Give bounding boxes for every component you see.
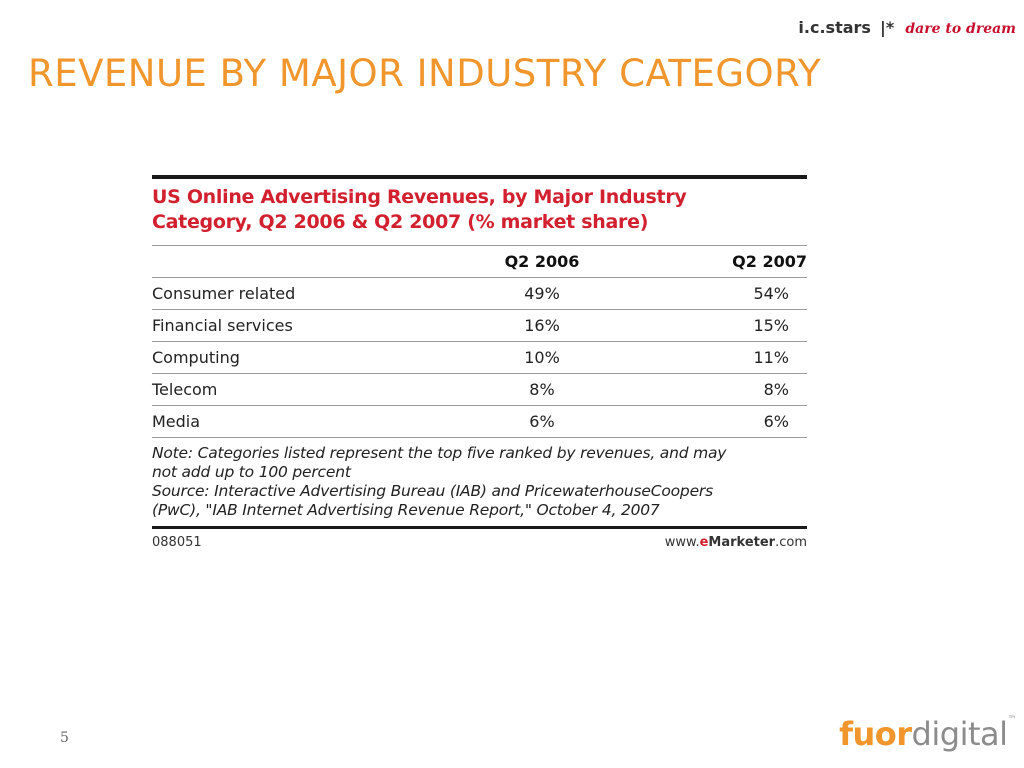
figure-bottom-rule: [152, 526, 807, 529]
figure-title-line-2: Category, Q2 2006 & Q2 2007 (% market sh…: [152, 211, 649, 233]
row-q2-2007-value: 11%: [627, 341, 807, 374]
row-q2-2006-value: 8%: [457, 373, 627, 406]
brand-separator: |*: [880, 18, 895, 37]
figure-top-rule: [152, 175, 807, 179]
org-name: i.c.stars: [798, 18, 871, 37]
site-e: e: [699, 535, 709, 550]
revenue-table-figure: US Online Advertising Revenues, by Major…: [152, 175, 807, 550]
brand-tagline: dare to dream: [905, 21, 1016, 37]
column-header-category: [152, 246, 457, 278]
revenue-table: Q2 2006 Q2 2007 Consumer related 49% 54%…: [152, 245, 807, 438]
logo-part-1: fuor: [839, 715, 912, 753]
row-category: Computing: [152, 341, 457, 374]
row-category: Financial services: [152, 309, 457, 342]
table-row: Computing 10% 11%: [152, 341, 807, 374]
row-category: Media: [152, 405, 457, 438]
source-site: www.eMarketer.com: [665, 535, 807, 550]
figure-footer: 088051 www.eMarketer.com: [152, 535, 807, 550]
row-q2-2007-value: 8%: [627, 373, 807, 406]
table-row: Financial services 16% 15%: [152, 309, 807, 342]
header-brand: i.c.stars |* dare to dream: [798, 18, 1016, 37]
row-q2-2007-value: 15%: [627, 309, 807, 342]
logo-part-2: digital: [911, 715, 1008, 753]
column-header-q2-2007: Q2 2007: [732, 251, 807, 271]
figure-id: 088051: [152, 535, 202, 550]
figure-note: Note: Categories listed represent the to…: [152, 444, 807, 520]
row-q2-2006-value: 10%: [457, 341, 627, 374]
site-suffix: .com: [775, 535, 807, 550]
source-line-2: (PwC), "IAB Internet Advertising Revenue…: [152, 501, 660, 519]
row-category: Consumer related: [152, 277, 457, 310]
page-number: 5: [60, 730, 69, 746]
row-q2-2007-value: 54%: [627, 277, 807, 310]
site-brand: Marketer: [708, 535, 776, 550]
row-q2-2006-value: 49%: [457, 277, 627, 310]
site-prefix: www.: [664, 535, 700, 550]
row-q2-2006-value: 6%: [457, 405, 627, 438]
row-q2-2006-value: 16%: [457, 309, 627, 342]
column-header-q2-2006: Q2 2006: [504, 251, 580, 271]
table-header-row: Q2 2006 Q2 2007: [152, 245, 807, 278]
figure-title: US Online Advertising Revenues, by Major…: [152, 185, 807, 235]
fuordigital-logo: fuordigital™: [839, 715, 1016, 753]
table-row: Media 6% 6%: [152, 405, 807, 438]
slide-title: REVENUE BY MAJOR INDUSTRY CATEGORY: [28, 52, 822, 95]
table-row: Telecom 8% 8%: [152, 373, 807, 406]
table-row: Consumer related 49% 54%: [152, 277, 807, 310]
row-q2-2007-value: 6%: [627, 405, 807, 438]
figure-title-line-1: US Online Advertising Revenues, by Major…: [152, 186, 687, 208]
note-line-2: not add up to 100 percent: [152, 463, 351, 481]
source-line-1: Source: Interactive Advertising Bureau (…: [152, 482, 713, 500]
logo-trademark: ™: [1007, 715, 1017, 725]
note-line-1: Note: Categories listed represent the to…: [152, 444, 727, 462]
row-category: Telecom: [152, 373, 457, 406]
